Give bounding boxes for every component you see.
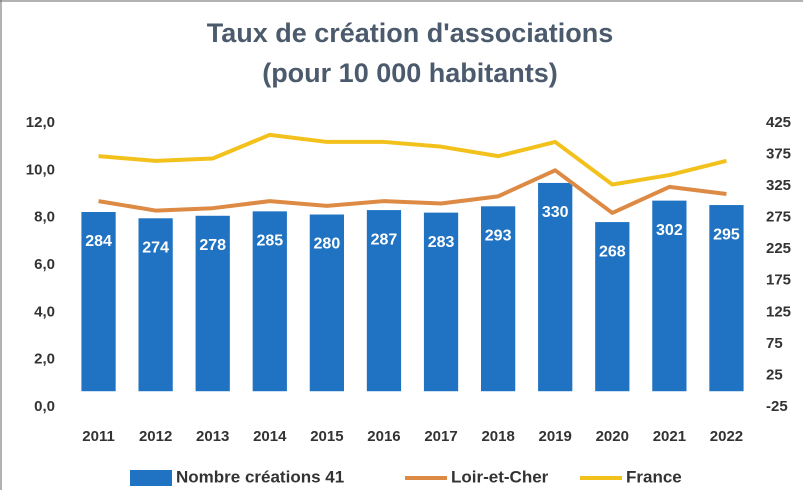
bar: [138, 218, 173, 392]
x-tick-label: 2018: [481, 428, 514, 445]
value-label: 268: [599, 243, 626, 260]
bar: [81, 211, 116, 392]
chart-subtitle: (pour 10 000 habitants): [262, 58, 558, 88]
bar: [595, 222, 630, 392]
legend-label: France: [626, 467, 682, 486]
line: [98, 132, 727, 187]
x-tick-label: 2017: [424, 428, 457, 445]
y-tick-label: 10,0: [26, 161, 55, 178]
bar: [709, 205, 744, 392]
x-tick-label: 2019: [539, 428, 572, 445]
y-tick-label: 0,0: [34, 398, 55, 415]
bar: [252, 211, 287, 392]
y-tick-label: 4,0: [34, 303, 55, 320]
value-label: 280: [314, 236, 341, 253]
chart-title: Taux de création d'associations: [207, 18, 614, 48]
value-label: 283: [428, 234, 455, 251]
y2-tick-label: 25: [766, 366, 783, 383]
line: [98, 168, 727, 215]
bar: [538, 182, 573, 392]
value-label: 302: [656, 222, 683, 239]
x-tick-label: 2013: [196, 428, 229, 445]
y-tick-label: 6,0: [34, 256, 55, 273]
x-tick-label: 2015: [310, 428, 343, 445]
legend-label: Loir-et-Cher: [451, 467, 549, 486]
x-tick-label: 2014: [253, 428, 287, 445]
value-label: 330: [542, 204, 569, 221]
bar: [423, 212, 459, 392]
y2-tick-label: 175: [766, 272, 791, 289]
y2-tick-label: 275: [766, 209, 791, 226]
value-label: 295: [713, 226, 740, 243]
x-tick-label: 2016: [367, 428, 400, 445]
value-label: 278: [199, 237, 226, 254]
value-label: 287: [371, 231, 398, 248]
value-label: 293: [485, 228, 512, 245]
y2-tick-label: 325: [766, 177, 791, 194]
y-tick-label: 12,0: [26, 114, 55, 131]
x-tick-label: 2021: [653, 428, 686, 445]
value-label: 284: [85, 233, 112, 250]
value-label: 285: [256, 233, 283, 250]
y2-tick-label: 125: [766, 303, 791, 320]
legend-swatch: [130, 470, 172, 486]
x-tick-label: 2022: [710, 428, 743, 445]
bar: [481, 206, 516, 392]
value-label: 274: [142, 240, 169, 257]
y2-tick-label: 375: [766, 146, 791, 163]
legend-label: Nombre créations 41: [176, 467, 344, 486]
bar: [195, 215, 230, 392]
y-tick-label: 2,0: [34, 351, 55, 368]
y2-tick-label: -25: [766, 398, 788, 415]
y-tick-label: 8,0: [34, 209, 55, 226]
bar: [652, 200, 687, 392]
y2-tick-label: 225: [766, 240, 791, 257]
y2-tick-label: 75: [766, 335, 783, 352]
x-tick-label: 2011: [82, 428, 115, 445]
bar: [366, 210, 402, 392]
y2-tick-label: 425: [766, 114, 791, 131]
bar: [309, 214, 344, 392]
x-tick-label: 2020: [596, 428, 629, 445]
x-tick-label: 2012: [139, 428, 172, 445]
